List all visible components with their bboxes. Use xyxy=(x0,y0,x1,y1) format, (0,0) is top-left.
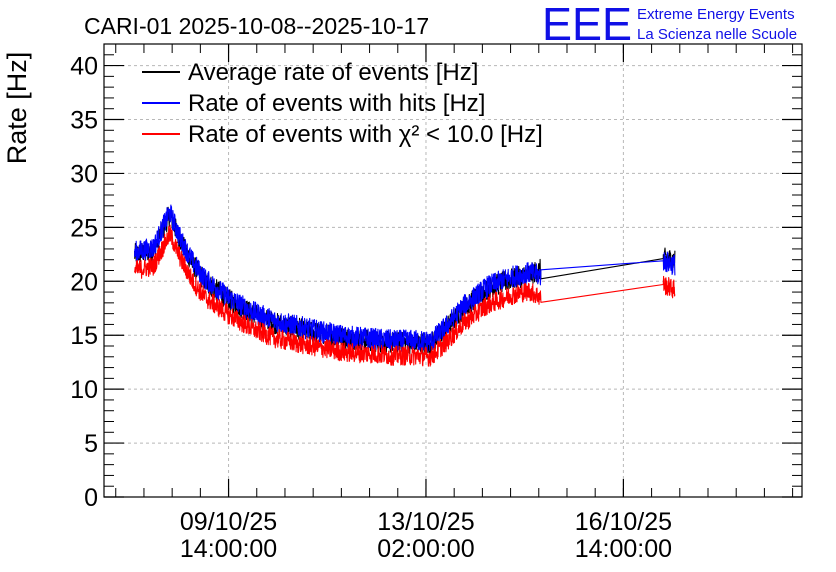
y-tick-label: 25 xyxy=(70,214,98,242)
chart-title: CARI-01 2025-10-08--2025-10-17 xyxy=(84,13,429,39)
y-tick-label: 40 xyxy=(70,53,98,81)
legend: Average rate of events [Hz] Rate of even… xyxy=(142,59,543,148)
y-tick-label: 10 xyxy=(70,376,98,404)
x-tick-time: 14:00:00 xyxy=(180,535,277,563)
y-tick-label: 30 xyxy=(70,160,98,188)
x-tick-date: 13/10/25 xyxy=(377,508,474,536)
legend-label-average: Average rate of events [Hz] xyxy=(188,59,478,86)
axes: 051015202530354009/10/2514:00:0013/10/25… xyxy=(70,43,802,563)
y-tick-label: 5 xyxy=(84,430,98,458)
series-line-2 xyxy=(134,224,676,367)
series-layer xyxy=(134,204,676,367)
y-tick-label: 20 xyxy=(70,268,98,296)
y-axis-label: Rate [Hz] xyxy=(2,52,32,165)
eee-logo-line1: Extreme Energy Events xyxy=(637,6,795,23)
x-tick-date: 09/10/25 xyxy=(180,508,277,536)
legend-label-hits: Rate of events with hits [Hz] xyxy=(188,90,485,117)
y-tick-label: 0 xyxy=(84,484,98,512)
x-tick-time: 02:00:00 xyxy=(377,535,474,563)
eee-logo-mark: EEE xyxy=(542,0,632,50)
x-tick-date: 16/10/25 xyxy=(575,508,672,536)
eee-logo: EEE Extreme Energy Events La Scienza nel… xyxy=(542,0,797,50)
y-tick-label: 35 xyxy=(70,107,98,135)
series-line-1 xyxy=(134,204,676,353)
y-tick-label: 15 xyxy=(70,322,98,350)
legend-label-chi2: Rate of events with χ² < 10.0 [Hz] xyxy=(188,121,543,148)
x-tick-time: 14:00:00 xyxy=(575,535,672,563)
eee-logo-line2: La Scienza nelle Scuole xyxy=(637,26,797,43)
